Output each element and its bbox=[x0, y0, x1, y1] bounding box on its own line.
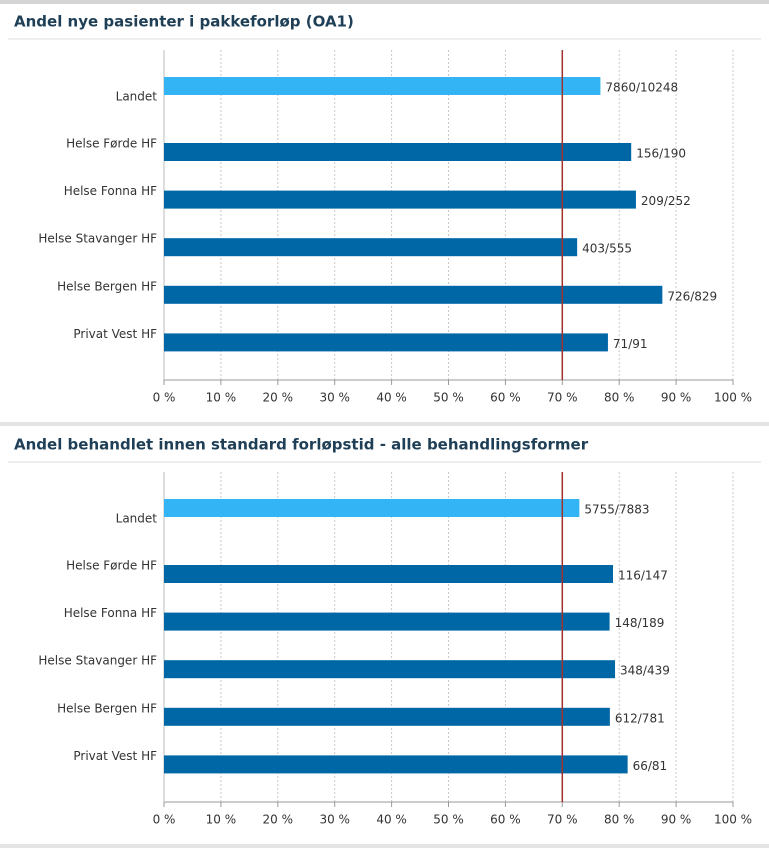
x-tick-label: 100 % bbox=[714, 391, 752, 405]
bar bbox=[164, 285, 663, 304]
x-tick-label: 90 % bbox=[661, 391, 692, 405]
bar bbox=[164, 143, 632, 161]
x-tick-label: 0 % bbox=[153, 813, 176, 827]
bar bbox=[164, 755, 628, 774]
x-tick-label: 80 % bbox=[604, 391, 635, 405]
category-label: Helse Førde HF bbox=[66, 559, 157, 573]
bar bbox=[164, 190, 636, 209]
x-tick-label: 70 % bbox=[547, 813, 578, 827]
bar bbox=[164, 499, 580, 517]
value-label: 5755/7883 bbox=[584, 503, 649, 517]
value-label: 403/555 bbox=[582, 242, 632, 256]
x-tick-label: 60 % bbox=[490, 813, 521, 827]
x-tick-label: 10 % bbox=[206, 813, 237, 827]
category-label: Helse Stavanger HF bbox=[38, 232, 157, 246]
category-label: Privat Vest HF bbox=[73, 749, 157, 763]
x-tick-label: 30 % bbox=[319, 813, 350, 827]
category-label: Landet bbox=[116, 512, 158, 526]
category-label: Helse Bergen HF bbox=[57, 279, 157, 293]
x-tick-label: 60 % bbox=[490, 391, 521, 405]
panel-top-border bbox=[0, 0, 769, 4]
category-label: Privat Vest HF bbox=[73, 327, 157, 341]
value-label: 209/252 bbox=[641, 194, 691, 208]
category-label: Helse Fonna HF bbox=[64, 606, 157, 620]
x-tick-label: 20 % bbox=[263, 813, 294, 827]
value-label: 726/829 bbox=[667, 289, 717, 303]
bar bbox=[164, 565, 613, 583]
x-tick-label: 50 % bbox=[433, 813, 464, 827]
value-label: 71/91 bbox=[613, 337, 648, 351]
value-label: 116/147 bbox=[618, 569, 668, 583]
x-tick-label: 100 % bbox=[714, 813, 752, 827]
bar bbox=[164, 660, 616, 679]
bar bbox=[164, 77, 601, 95]
x-tick-label: 0 % bbox=[153, 391, 176, 405]
bar bbox=[164, 612, 610, 631]
value-label: 66/81 bbox=[633, 759, 668, 773]
value-label: 148/189 bbox=[615, 616, 665, 630]
chart-title: Andel nye pasienter i pakkeforløp (OA1) bbox=[14, 13, 354, 31]
chart-title: Andel behandlet innen standard forløpsti… bbox=[14, 436, 589, 454]
x-tick-label: 80 % bbox=[604, 813, 635, 827]
x-tick-label: 90 % bbox=[661, 813, 692, 827]
x-tick-label: 70 % bbox=[547, 391, 578, 405]
panel-bottom-border bbox=[0, 844, 769, 848]
value-label: 348/439 bbox=[620, 664, 670, 678]
value-label: 612/781 bbox=[615, 711, 665, 725]
panel-separator bbox=[0, 422, 769, 426]
category-label: Helse Stavanger HF bbox=[38, 654, 157, 668]
x-tick-label: 40 % bbox=[376, 813, 407, 827]
x-tick-label: 20 % bbox=[263, 391, 294, 405]
x-tick-label: 10 % bbox=[206, 391, 237, 405]
value-label: 7860/10248 bbox=[605, 81, 678, 95]
category-label: Helse Bergen HF bbox=[57, 701, 157, 715]
bar bbox=[164, 707, 610, 726]
x-tick-label: 50 % bbox=[433, 391, 464, 405]
category-label: Landet bbox=[116, 90, 158, 104]
value-label: 156/190 bbox=[636, 147, 686, 161]
category-label: Helse Fonna HF bbox=[64, 184, 157, 198]
bar bbox=[164, 333, 608, 352]
bar bbox=[164, 238, 578, 257]
category-label: Helse Førde HF bbox=[66, 137, 157, 151]
x-tick-label: 40 % bbox=[376, 391, 407, 405]
x-tick-label: 30 % bbox=[319, 391, 350, 405]
